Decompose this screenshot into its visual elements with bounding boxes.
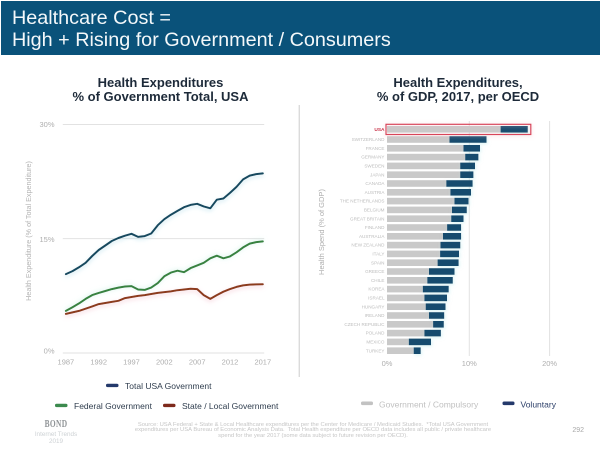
svg-text:SPAIN: SPAIN bbox=[371, 260, 384, 265]
svg-text:ITALY: ITALY bbox=[372, 252, 384, 257]
svg-text:GREAT BRITAIN: GREAT BRITAIN bbox=[350, 216, 384, 221]
svg-text:30%: 30% bbox=[39, 120, 54, 129]
svg-text:IRELAND: IRELAND bbox=[365, 313, 386, 318]
svg-text:SWITZERLAND: SWITZERLAND bbox=[352, 137, 386, 142]
svg-text:1987: 1987 bbox=[58, 357, 75, 366]
svg-text:AUSTRIA: AUSTRIA bbox=[365, 190, 386, 195]
svg-text:Health Expenditure (% of Total: Health Expenditure (% of Total Expenditu… bbox=[24, 161, 33, 301]
svg-text:BELGIUM: BELGIUM bbox=[364, 208, 385, 213]
svg-text:FRANCE: FRANCE bbox=[366, 146, 385, 151]
svg-text:KOREA: KOREA bbox=[368, 287, 385, 292]
svg-text:Federal Government: Federal Government bbox=[74, 401, 153, 411]
svg-text:2017: 2017 bbox=[254, 357, 271, 366]
svg-text:20%: 20% bbox=[542, 359, 557, 368]
svg-text:2012: 2012 bbox=[222, 357, 239, 366]
svg-text:Government / Compulsory: Government / Compulsory bbox=[379, 399, 479, 409]
svg-text:AUSTRALIA: AUSTRALIA bbox=[359, 234, 385, 239]
svg-text:GREECE: GREECE bbox=[365, 269, 384, 274]
svg-text:0%: 0% bbox=[382, 359, 393, 368]
svg-text:Health Spend (% of GDP): Health Spend (% of GDP) bbox=[317, 189, 326, 275]
svg-text:NEW ZEALAND: NEW ZEALAND bbox=[351, 243, 385, 248]
svg-text:2007: 2007 bbox=[189, 357, 206, 366]
svg-text:TURKEY: TURKEY bbox=[366, 348, 385, 353]
svg-text:FINLAND: FINLAND bbox=[365, 225, 385, 230]
svg-text:CHILE: CHILE bbox=[371, 278, 385, 283]
svg-text:15%: 15% bbox=[39, 235, 54, 244]
svg-text:POLAND: POLAND bbox=[366, 331, 386, 336]
svg-text:1992: 1992 bbox=[90, 357, 107, 366]
svg-text:SWEDEN: SWEDEN bbox=[364, 164, 384, 169]
svg-text:State / Local Government: State / Local Government bbox=[182, 401, 279, 411]
svg-text:10%: 10% bbox=[462, 359, 477, 368]
svg-text:JAPAN: JAPAN bbox=[370, 172, 384, 177]
svg-text:ISRAEL: ISRAEL bbox=[368, 296, 385, 301]
svg-text:HUNGARY: HUNGARY bbox=[362, 304, 385, 309]
svg-text:MEXICO: MEXICO bbox=[366, 340, 385, 345]
svg-text:THE NETHERLANDS: THE NETHERLANDS bbox=[340, 199, 385, 204]
svg-text:0%: 0% bbox=[44, 347, 55, 356]
svg-text:USA: USA bbox=[374, 127, 385, 133]
svg-text:CANADA: CANADA bbox=[365, 181, 385, 186]
svg-text:GERMANY: GERMANY bbox=[361, 155, 384, 160]
svg-text:CZECH REPUBLIC: CZECH REPUBLIC bbox=[344, 322, 385, 327]
svg-text:1997: 1997 bbox=[123, 357, 140, 366]
svg-text:Total USA Government: Total USA Government bbox=[125, 381, 212, 391]
svg-text:2002: 2002 bbox=[156, 357, 173, 366]
svg-text:Voluntary: Voluntary bbox=[521, 399, 557, 409]
